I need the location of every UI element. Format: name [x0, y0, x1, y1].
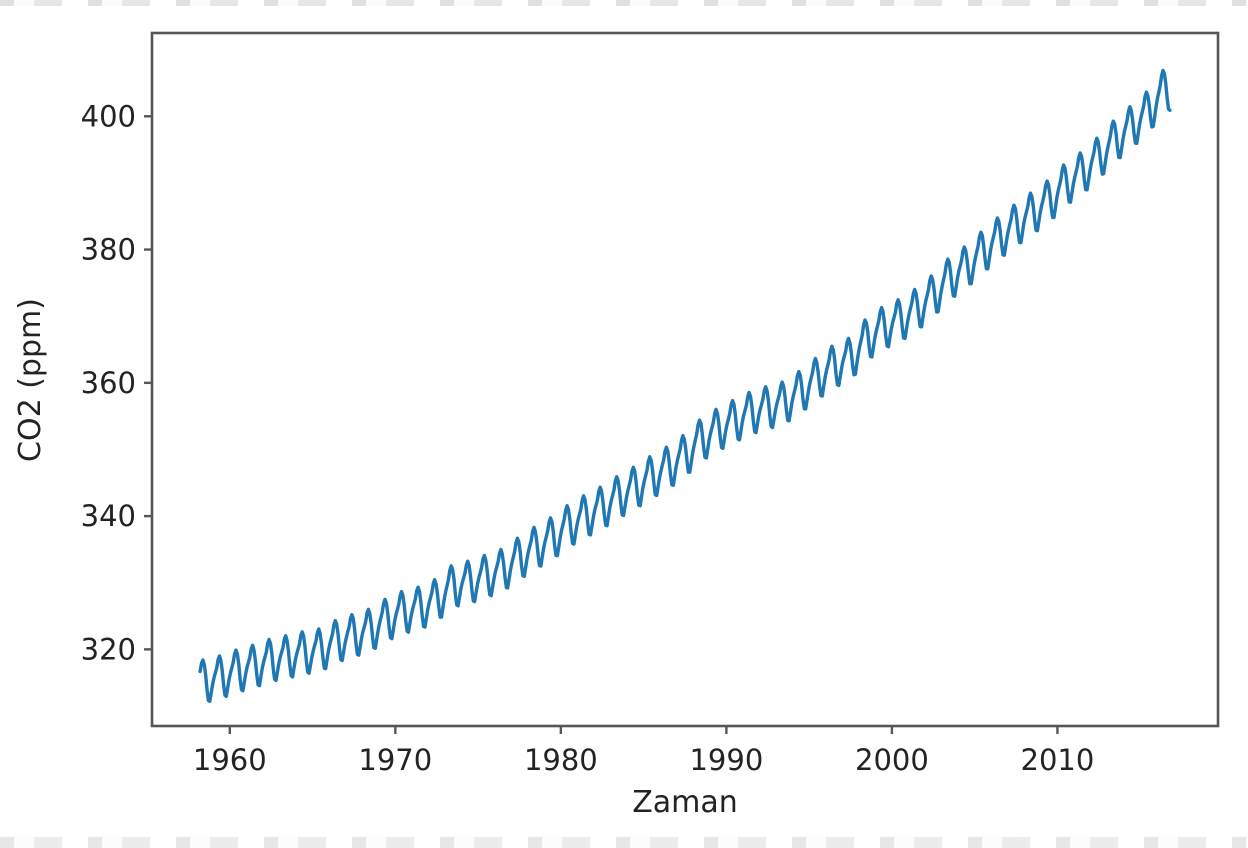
- x-tick-label: 1980: [524, 743, 598, 777]
- x-tick-label: 2010: [1021, 743, 1095, 777]
- y-axis-label: CO2 (ppm): [13, 298, 48, 462]
- x-tick-label: 2000: [855, 743, 929, 777]
- plot-area: [150, 31, 1220, 728]
- x-tick-label: 1960: [193, 743, 267, 777]
- y-tick-label: 320: [81, 632, 136, 666]
- y-tick-label: 340: [81, 499, 136, 533]
- co2-line-series: [198, 68, 1172, 703]
- x-tick-label: 1970: [358, 743, 432, 777]
- x-axis-label: Zaman: [632, 785, 738, 820]
- x-axis-ticks: 1960 1970 1980 1990 2000 2010: [193, 726, 1094, 777]
- y-tick-label: 380: [81, 233, 136, 267]
- x-tick-label: 1990: [689, 743, 763, 777]
- y-tick-label: 360: [81, 366, 136, 400]
- y-axis-ticks: 320 340 360 380 400: [81, 99, 152, 666]
- y-tick-label: 400: [81, 99, 136, 133]
